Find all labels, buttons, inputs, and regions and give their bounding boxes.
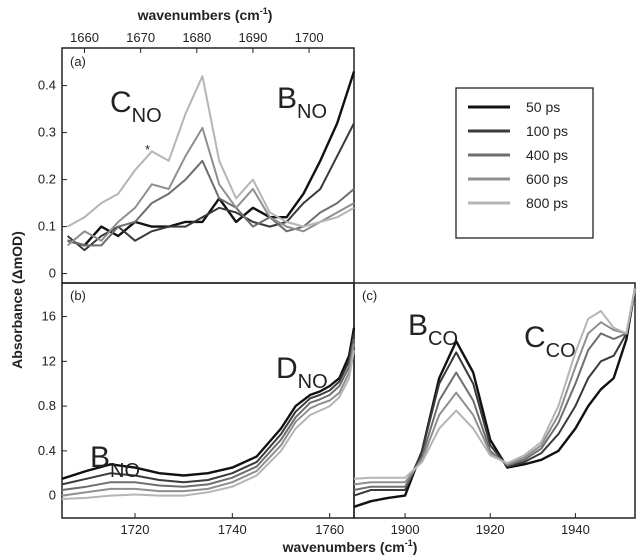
series-line-c-1	[354, 289, 635, 496]
series-line-a-3	[68, 128, 354, 245]
legend: 50 ps 100 ps 400 ps 600 ps 800 ps	[456, 88, 593, 238]
annotation-asterisk: *	[145, 142, 150, 157]
x-tick-label: 1660	[70, 30, 99, 45]
legend-label: 400 ps	[526, 147, 568, 163]
x-tick-label: 1700	[295, 30, 324, 45]
legend-label: 100 ps	[526, 123, 568, 139]
y-tick-label: 0.1	[38, 219, 56, 234]
top-x-axis-label: wavenumbers (cm-1)	[137, 6, 273, 23]
annotation-b-no-a: BNO	[277, 82, 327, 123]
panel-c-label: (c)	[362, 288, 377, 303]
y-tick-label: 0.4	[38, 443, 56, 458]
y-axis-label: Absorbance (ΔmOD)	[9, 231, 25, 369]
panel-a-label: (a)	[70, 54, 86, 69]
series-line-c-0	[354, 289, 635, 507]
panel-a-frame	[62, 48, 354, 283]
y-tick-label: 12	[42, 353, 56, 368]
legend-label: 600 ps	[526, 171, 568, 187]
y-tick-label: 0.2	[38, 172, 56, 187]
y-tick-label: 0	[49, 488, 56, 503]
x-tick-label: 1720	[121, 522, 150, 537]
x-tick-label: 1740	[218, 522, 247, 537]
series-line-c-3	[354, 289, 635, 485]
series-line-c-2	[354, 289, 635, 490]
legend-label: 800 ps	[526, 195, 568, 211]
annotation-d-no: DNO	[276, 352, 328, 393]
annotation-c-no-a: CNO	[110, 86, 162, 127]
y-tick-label: 0.8	[38, 398, 56, 413]
x-tick-label: 1940	[561, 522, 590, 537]
x-tick-label: 1760	[315, 522, 344, 537]
x-tick-label: 1690	[238, 30, 267, 45]
y-tick-label: 16	[42, 309, 56, 324]
bottom-x-axis-label: wavenumbers (cm-1)	[282, 538, 418, 555]
annotation-b-co: BCO	[408, 309, 458, 350]
x-tick-label: 1680	[182, 30, 211, 45]
y-tick-label: 0.4	[38, 78, 56, 93]
x-tick-label: 1670	[126, 30, 155, 45]
y-tick-label: 0.3	[38, 125, 56, 140]
legend-box	[456, 88, 593, 238]
x-tick-label: 1920	[476, 522, 505, 537]
annotation-c-co: CCO	[524, 321, 576, 362]
legend-label: 50 ps	[526, 99, 560, 115]
x-tick-label: 1900	[391, 522, 420, 537]
y-tick-label: 0	[49, 266, 56, 281]
panel-b-label: (b)	[70, 288, 86, 303]
